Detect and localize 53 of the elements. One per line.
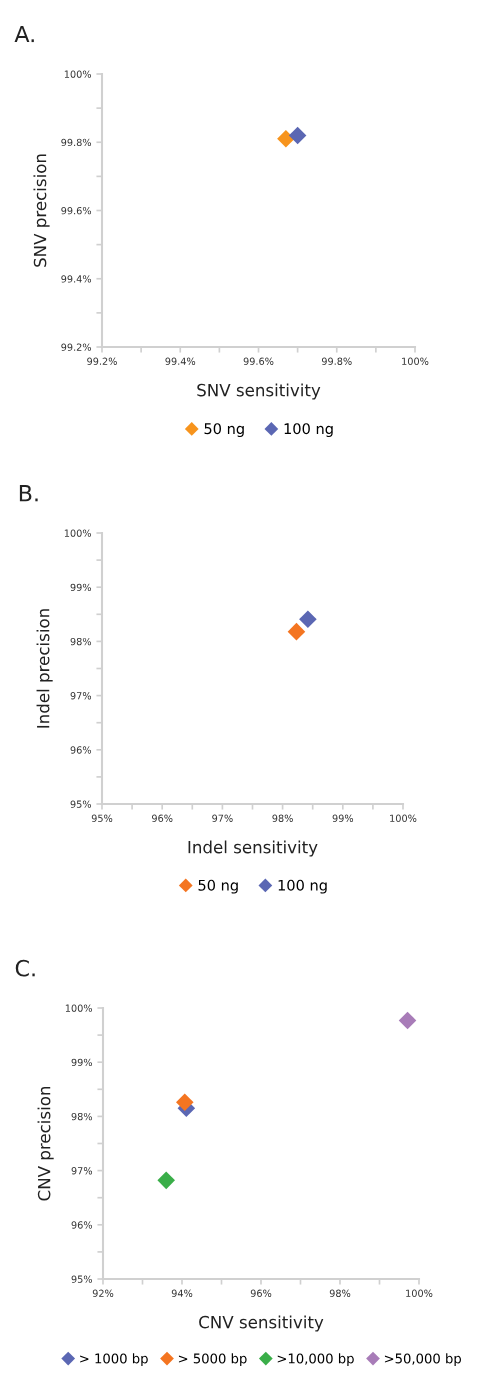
- x-tick-label: 98%: [329, 1289, 351, 1297]
- y-tick-label: 96%: [71, 1221, 93, 1229]
- x-tick-label: 96%: [152, 814, 173, 822]
- x-axis-title: CNV sensitivity: [199, 1315, 324, 1332]
- legend-label: 100 ng: [278, 879, 327, 894]
- x-tick-label: 96%: [250, 1289, 272, 1297]
- x-tick-label: 99.6%: [243, 357, 274, 365]
- x-tick-label: 100%: [390, 814, 417, 822]
- y-tick-label: 99.2%: [61, 343, 92, 351]
- legend-label: 50 ng: [198, 879, 238, 894]
- x-axis-title: SNV sensitivity: [197, 383, 321, 400]
- y-axis-title: Indel precision: [36, 609, 53, 728]
- y-axis-title: CNV precision: [37, 1086, 54, 1201]
- y-tick-label: 98%: [70, 637, 92, 646]
- legend-label: > 5000 bp: [178, 1353, 247, 1366]
- point: [398, 1011, 417, 1030]
- y-tick-label: 99.8%: [61, 138, 92, 147]
- x-tick-label: 99.8%: [321, 357, 352, 365]
- y-tick-label: 97%: [71, 1167, 93, 1175]
- legend-label: 100 ng: [284, 423, 333, 438]
- x-tick-label: 99%: [332, 814, 354, 822]
- y-tick-label: 99.4%: [61, 275, 92, 283]
- legend-label: 50 ng: [204, 423, 244, 438]
- x-tick-label: 98%: [272, 814, 293, 822]
- y-tick-label: 100%: [64, 529, 92, 537]
- x-tick-label: 99.4%: [165, 357, 196, 365]
- x-tick-label: 99.2%: [87, 357, 117, 365]
- y-tick-label: 99.6%: [61, 206, 92, 215]
- x-axis-title: Indel sensitivity: [188, 840, 318, 857]
- y-tick-label: 97%: [70, 692, 92, 700]
- y-tick-label: 100%: [64, 70, 92, 78]
- legend-label: >50,000 bp: [384, 1353, 461, 1366]
- x-tick-label: 100%: [406, 1289, 433, 1297]
- y-tick-label: 96%: [70, 746, 92, 754]
- legend-label: > 1000 bp: [80, 1353, 148, 1366]
- x-tick-label: 92%: [92, 1289, 114, 1297]
- y-tick-label: 98%: [71, 1112, 93, 1121]
- y-tick-label: 99%: [71, 1058, 93, 1067]
- x-tick-label: 97%: [212, 814, 233, 822]
- x-tick-label: 100%: [402, 357, 429, 365]
- y-axis-title: SNV precision: [33, 154, 50, 267]
- y-tick-label: 100%: [65, 1004, 93, 1012]
- y-tick-label: 95%: [70, 800, 92, 808]
- point: [175, 1093, 194, 1112]
- chart-title: A.: [14, 25, 34, 43]
- point: [157, 1171, 175, 1190]
- y-tick-label: 95%: [71, 1275, 93, 1283]
- chart-title: C.: [15, 959, 35, 977]
- x-tick-label: 95%: [91, 814, 113, 822]
- legend-label: >10,000 bp: [277, 1353, 354, 1366]
- chart-title: B.: [19, 485, 38, 502]
- x-tick-label: 94%: [171, 1289, 193, 1297]
- y-tick-label: 99%: [70, 583, 92, 592]
